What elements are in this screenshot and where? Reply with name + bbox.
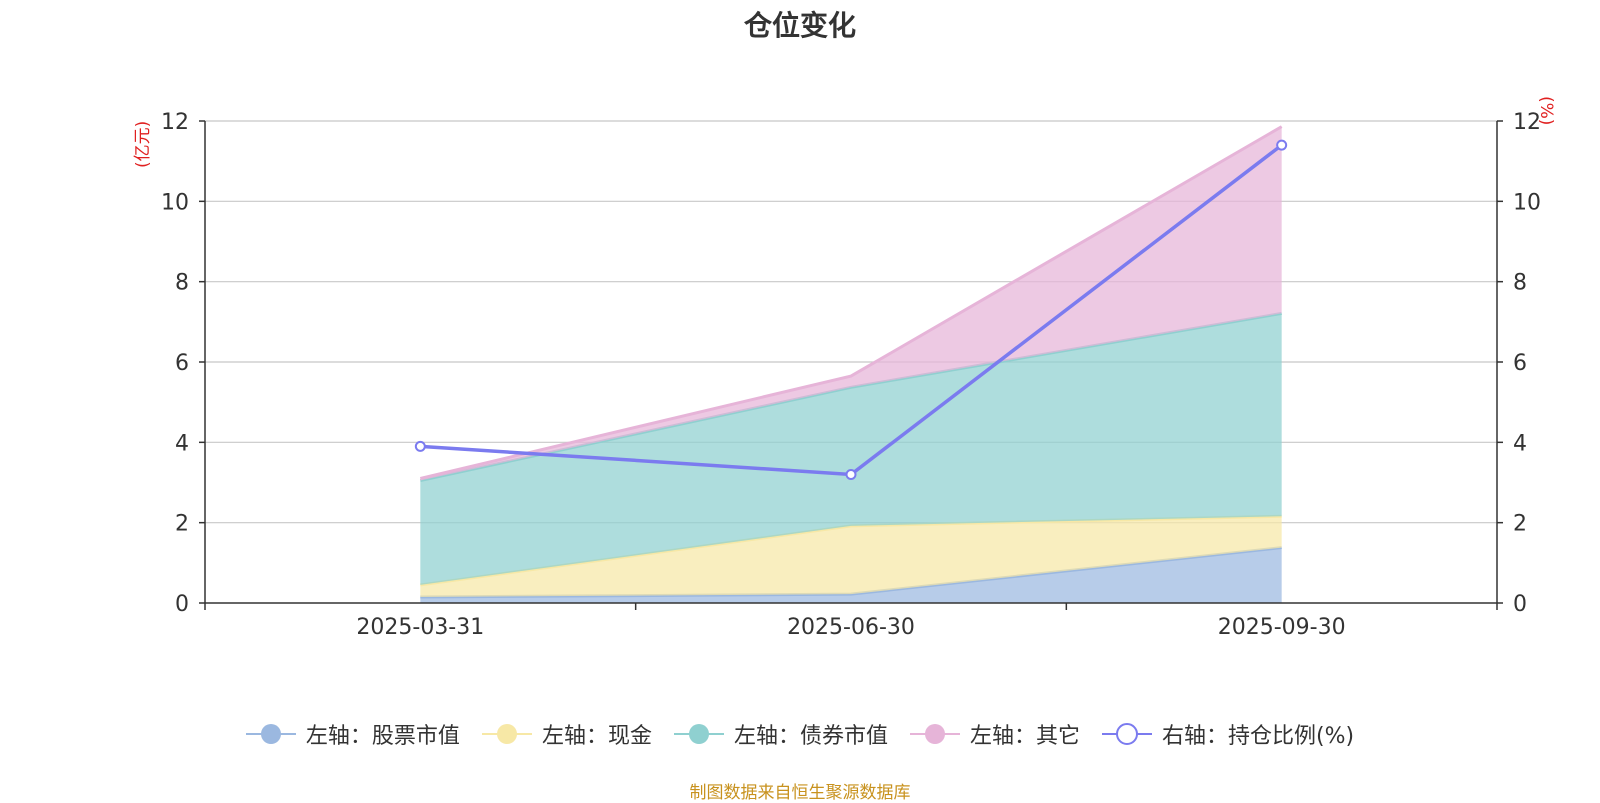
left-axis-tick-label: 10 bbox=[161, 190, 189, 215]
area-左轴：股票市值 bbox=[420, 547, 1282, 603]
right-axis-tick-label: 10 bbox=[1513, 190, 1541, 215]
line-point bbox=[1276, 139, 1288, 151]
legend-label: 左轴：其它 bbox=[969, 724, 1080, 749]
right-axis-tick-label: 0 bbox=[1513, 592, 1527, 617]
legend-item[interactable]: 左轴：债券市值 bbox=[673, 718, 888, 750]
data-source-note: 制图数据来自恒生聚源数据库 bbox=[689, 783, 911, 803]
legend-label: 左轴：股票市值 bbox=[305, 724, 460, 749]
legend-item[interactable]: 左轴：股票市值 bbox=[245, 718, 460, 750]
legend-item[interactable]: 右轴：持仓比例(%) bbox=[1101, 718, 1355, 750]
line-point bbox=[845, 468, 857, 480]
legend-label: 右轴：持仓比例(%) bbox=[1161, 724, 1355, 749]
x-axis-tick-label: 2025-09-30 bbox=[1218, 615, 1346, 640]
legend-marker-icon bbox=[673, 724, 724, 744]
x-axis-tick-label: 2025-06-30 bbox=[787, 615, 915, 640]
legend-item[interactable]: 左轴：其它 bbox=[909, 718, 1080, 750]
area-edge-左轴：其它 bbox=[419, 125, 1283, 480]
area-左轴：债券市值 bbox=[420, 313, 1282, 585]
right-axis-tick-label: 12 bbox=[1513, 110, 1541, 135]
legend-marker-icon bbox=[909, 724, 960, 744]
x-axis-tick-label: 2025-03-31 bbox=[356, 615, 484, 640]
left-axis-tick-label: 6 bbox=[175, 351, 189, 376]
left-axis-tick-label: 4 bbox=[175, 431, 189, 456]
legend-marker-icon bbox=[481, 724, 532, 744]
chart-legend: 左轴：股票市值 左轴：现金 左轴：债券市值 左轴：其它 右轴：持仓比例(%) bbox=[0, 718, 1600, 750]
right-axis-tick-label: 4 bbox=[1513, 431, 1527, 456]
legend-item[interactable]: 左轴：现金 bbox=[481, 718, 652, 750]
area-左轴：其它 bbox=[420, 126, 1282, 481]
left-axis-tick-label: 2 bbox=[175, 512, 189, 537]
left-axis-tick-label: 8 bbox=[175, 271, 189, 296]
chart-title: 仓位变化 bbox=[743, 9, 856, 42]
legend-marker-icon bbox=[245, 724, 296, 744]
left-axis-tick-label: 12 bbox=[161, 110, 189, 135]
legend-label: 左轴：债券市值 bbox=[733, 724, 888, 749]
line-point bbox=[414, 440, 426, 452]
right-axis-tick-label: 6 bbox=[1513, 351, 1527, 376]
left-axis-tick-label: 0 bbox=[175, 592, 189, 617]
area-左轴：现金 bbox=[420, 516, 1282, 597]
right-axis-tick-label: 8 bbox=[1513, 271, 1527, 296]
legend-marker-icon bbox=[1101, 723, 1152, 745]
legend-label: 左轴：现金 bbox=[541, 724, 652, 749]
right-axis-tick-label: 2 bbox=[1513, 512, 1527, 537]
